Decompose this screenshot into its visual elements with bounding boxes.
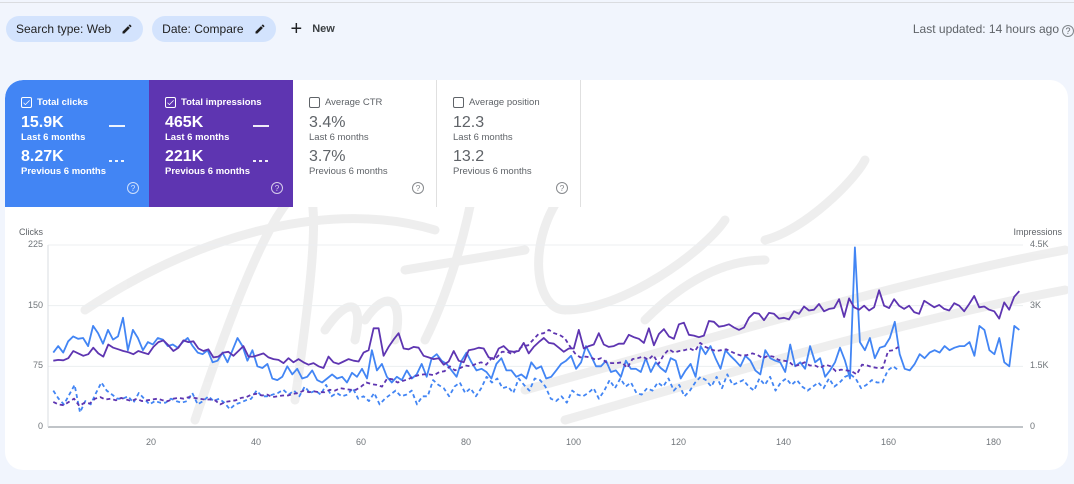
metric-previous-value: 8.27K bbox=[21, 148, 64, 165]
left-axis-tick: 75 bbox=[32, 360, 43, 371]
performance-chart: Clicks Impressions 0 75 150 225 0 1.5K 3K 4.5K 2… bbox=[5, 220, 1068, 470]
series-line bbox=[53, 289, 1020, 369]
help-icon[interactable]: ? bbox=[271, 182, 283, 194]
dashed-line-legend-icon bbox=[253, 160, 269, 162]
x-axis-tick: 40 bbox=[251, 437, 262, 447]
metric-cards: Total clicks 15.9K Last 6 months 8.27K Previ… bbox=[5, 80, 581, 207]
x-axis-tick: 20 bbox=[146, 437, 157, 447]
checkbox-empty-icon[interactable] bbox=[309, 97, 320, 108]
metric-card-ctr[interactable]: Average CTR 3.4% Last 6 months 3.7% Previous… bbox=[293, 80, 437, 207]
metric-current-value: 12.3 bbox=[453, 114, 485, 131]
metric-previous-label: Previous 6 months bbox=[309, 166, 388, 177]
solid-line-legend-icon bbox=[109, 125, 125, 127]
plus-icon: + bbox=[290, 18, 303, 40]
help-icon[interactable]: ? bbox=[1062, 25, 1074, 37]
checkbox-checked-icon[interactable] bbox=[21, 97, 32, 108]
metric-label-text: Total impressions bbox=[181, 97, 262, 108]
right-axis-tick: 0 bbox=[1030, 421, 1036, 431]
metric-current-label: Last 6 months bbox=[309, 132, 369, 143]
new-filter-label: New bbox=[312, 23, 335, 35]
edit-pencil-icon bbox=[255, 24, 265, 34]
metric-current-value: 15.9K bbox=[21, 114, 64, 131]
series-line bbox=[52, 329, 899, 407]
filter-bar: Search type: Web Date: Compare + New bbox=[6, 16, 335, 42]
metric-label: Total impressions bbox=[165, 97, 293, 108]
metric-previous-label: Previous 6 months bbox=[165, 166, 250, 177]
last-updated-text: Last updated: 14 hours ago bbox=[912, 22, 1059, 36]
date-filter-label: Date: Compare bbox=[162, 22, 244, 36]
solid-line-legend-icon bbox=[253, 125, 269, 127]
left-axis-tick: 150 bbox=[27, 299, 43, 310]
top-divider bbox=[0, 0, 1074, 3]
right-axis-tick: 4.5K bbox=[1030, 239, 1049, 249]
metric-label: Average CTR bbox=[309, 97, 436, 108]
search-type-filter-chip[interactable]: Search type: Web bbox=[6, 16, 144, 42]
metric-current-label: Last 6 months bbox=[453, 132, 513, 143]
metric-previous-label: Previous 6 months bbox=[21, 166, 106, 177]
metric-current-value: 3.4% bbox=[309, 114, 346, 131]
metric-card-clicks[interactable]: Total clicks 15.9K Last 6 months 8.27K Previ… bbox=[5, 80, 149, 207]
metric-label-text: Average position bbox=[469, 97, 540, 108]
metric-label-text: Average CTR bbox=[325, 97, 383, 108]
x-axis-tick: 180 bbox=[986, 437, 1002, 447]
series-line bbox=[52, 365, 900, 414]
right-axis-tick: 1.5K bbox=[1030, 360, 1049, 371]
metric-current-value: 465K bbox=[165, 114, 204, 131]
x-axis-tick: 60 bbox=[356, 437, 367, 447]
metric-previous-value: 13.2 bbox=[453, 148, 485, 165]
metric-label: Average position bbox=[453, 97, 580, 108]
metric-previous-label: Previous 6 months bbox=[453, 166, 532, 177]
checkbox-empty-icon[interactable] bbox=[453, 97, 464, 108]
metric-previous-value: 3.7% bbox=[309, 148, 346, 165]
series-line bbox=[52, 246, 1020, 384]
metric-label-text: Total clicks bbox=[37, 97, 89, 108]
metric-card-pos[interactable]: Average position 12.3 Last 6 months 13.2 Pre… bbox=[437, 80, 581, 207]
help-icon[interactable]: ? bbox=[556, 182, 568, 194]
last-updated: Last updated: 14 hours ago? bbox=[913, 22, 1074, 37]
search-type-filter-label: Search type: Web bbox=[16, 22, 112, 36]
x-axis-tick: 120 bbox=[671, 437, 687, 447]
right-axis-title: Impressions bbox=[1013, 227, 1062, 237]
date-filter-chip[interactable]: Date: Compare bbox=[152, 16, 276, 42]
metric-current-label: Last 6 months bbox=[21, 132, 86, 143]
dashed-line-legend-icon bbox=[109, 160, 125, 162]
metric-previous-value: 221K bbox=[165, 148, 204, 165]
metric-current-label: Last 6 months bbox=[165, 132, 230, 143]
checkbox-checked-icon[interactable] bbox=[165, 97, 176, 108]
x-axis-tick: 160 bbox=[881, 437, 897, 447]
help-icon[interactable]: ? bbox=[412, 182, 424, 194]
edit-pencil-icon bbox=[122, 24, 132, 34]
metric-card-impr[interactable]: Total impressions 465K Last 6 months 221K Pr… bbox=[149, 80, 293, 207]
x-axis-tick: 140 bbox=[776, 437, 792, 447]
x-axis-tick: 100 bbox=[566, 437, 582, 447]
left-axis-title: Clicks bbox=[19, 227, 43, 237]
chart-plot bbox=[47, 244, 1023, 428]
x-axis-tick: 80 bbox=[461, 437, 472, 447]
left-axis-tick: 0 bbox=[37, 421, 43, 431]
left-axis-tick: 225 bbox=[27, 239, 43, 249]
metric-label: Total clicks bbox=[21, 97, 149, 108]
right-axis-tick: 3K bbox=[1030, 299, 1042, 310]
new-filter-button[interactable]: + New bbox=[291, 19, 335, 39]
performance-card: Total clicks 15.9K Last 6 months 8.27K Previ… bbox=[5, 80, 1068, 470]
help-icon[interactable]: ? bbox=[127, 182, 139, 194]
